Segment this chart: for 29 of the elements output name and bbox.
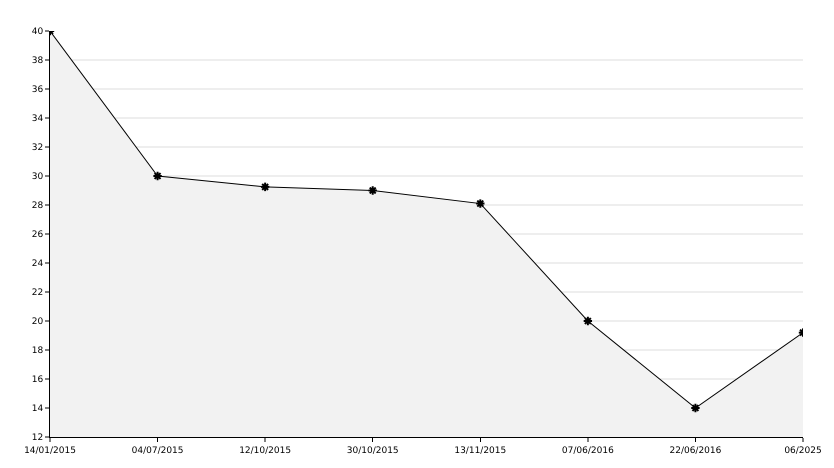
x-tick-label: 14/01/2015 — [24, 446, 76, 456]
x-tick-label: 04/07/2015 — [132, 446, 184, 456]
y-tick-label: 36 — [32, 85, 44, 96]
y-tick-label: 28 — [32, 201, 44, 212]
x-tick-label: 13/11/2015 — [454, 446, 506, 456]
point — [152, 170, 163, 182]
x-tick-label: 22/06/2016 — [669, 446, 722, 456]
y-tick-label: 14 — [32, 404, 44, 414]
y-tick-label: 20 — [32, 317, 44, 328]
x-tick-label: 30/10/2015 — [346, 446, 399, 456]
point — [582, 316, 594, 326]
y-tick-label: 26 — [32, 230, 44, 240]
point — [368, 185, 378, 196]
y-tick-label: 24 — [32, 259, 44, 270]
y-tick-label: 34 — [32, 114, 44, 124]
point — [260, 182, 270, 192]
x-tick-label: 06/2025 — [784, 446, 822, 456]
y-tick-label: 18 — [32, 346, 44, 356]
y-tick-label: 30 — [32, 172, 44, 182]
y-tick-label: 38 — [32, 56, 44, 66]
point — [690, 402, 701, 414]
y-tick-label: 32 — [32, 143, 44, 154]
y-tick-label: 16 — [32, 375, 44, 386]
y-tick-label: 22 — [32, 288, 44, 298]
x-tick-label: 12/10/2015 — [239, 446, 292, 456]
y-tick-label: 40 — [32, 27, 44, 38]
point — [475, 198, 486, 209]
y-tick-label: 12 — [32, 433, 44, 444]
x-tick-label: 07/06/2016 — [562, 446, 614, 456]
